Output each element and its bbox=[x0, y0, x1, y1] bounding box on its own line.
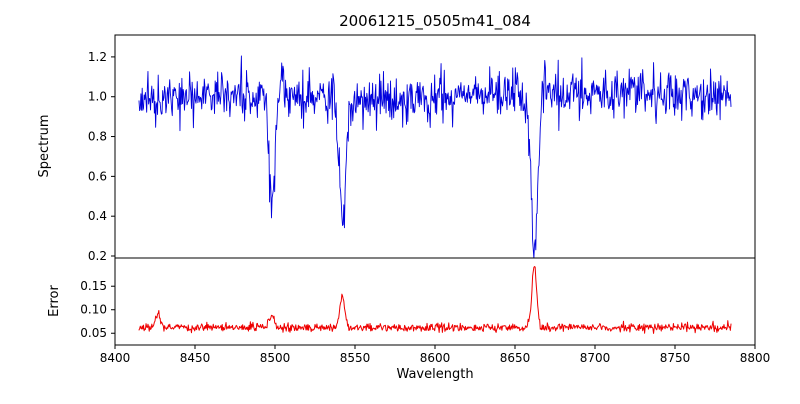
y-axis-label-spectrum: Spectrum bbox=[37, 115, 52, 178]
error-axes-frame bbox=[114, 257, 756, 346]
chart-title: 20061215_0505m41_084 bbox=[339, 12, 531, 31]
spectrum-y-tick-label: 0.8 bbox=[88, 130, 107, 144]
plot-area: 0.2 0.4 0.6 0.8 1.0 1.2 0.05 0.10 0.15 8400 8450 85… bbox=[80, 34, 771, 365]
x-tick-label: 8500 bbox=[260, 351, 291, 365]
error-y-tick-label: 0.15 bbox=[80, 279, 107, 293]
spectrum-y-tick-label: 0.6 bbox=[88, 169, 107, 183]
x-tick-label: 8800 bbox=[740, 351, 771, 365]
error-y-tick-label: 0.10 bbox=[80, 303, 107, 317]
x-tick-label: 8450 bbox=[180, 351, 211, 365]
spectrum-y-tick-label: 0.2 bbox=[88, 249, 107, 263]
x-tick-label: 8400 bbox=[100, 351, 131, 365]
spectrum-y-tick-label: 1.2 bbox=[88, 50, 107, 64]
x-axis-label: Wavelength bbox=[396, 367, 473, 382]
y-axis-label-error: Error bbox=[47, 285, 62, 317]
x-tick-label: 8550 bbox=[340, 351, 371, 365]
spectrum-axes-frame bbox=[114, 34, 756, 259]
spectrum-y-tick-label: 0.4 bbox=[88, 209, 107, 223]
x-tick-label: 8750 bbox=[660, 351, 691, 365]
x-tick-label: 8600 bbox=[420, 351, 451, 365]
error-y-tick-label: 0.05 bbox=[80, 326, 107, 340]
spectrum-y-tick-label: 1.0 bbox=[88, 90, 107, 104]
spectrum-line bbox=[138, 55, 732, 258]
x-tick-label: 8700 bbox=[580, 351, 611, 365]
x-tick-label: 8650 bbox=[500, 351, 531, 365]
error-line bbox=[138, 266, 732, 334]
